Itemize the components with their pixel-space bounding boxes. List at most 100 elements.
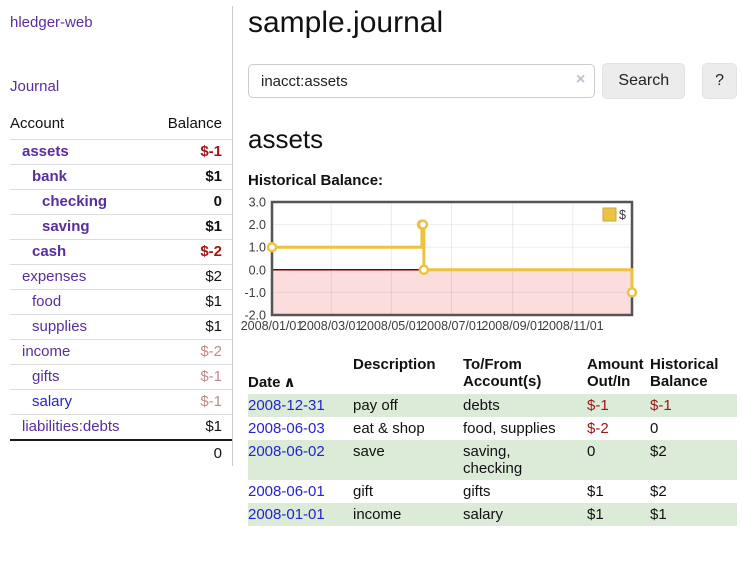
account-link-gifts[interactable]: gifts: [32, 368, 60, 385]
cell-description: income: [353, 506, 402, 523]
register-rows: 2008-12-31 pay off debts $-1 $-1 2008-06-03 ea…: [248, 394, 737, 526]
clear-search-icon[interactable]: ×: [576, 71, 586, 88]
search-box: ×: [248, 64, 596, 98]
account-row: saving $1: [10, 214, 232, 239]
x-tick-label: 2008/11/01: [542, 319, 604, 333]
register-row: 2008-06-02 save saving, checking 0 $2: [248, 440, 737, 480]
y-tick-label: -1.0: [244, 286, 266, 300]
register-header-description: Description: [353, 356, 436, 373]
account-link-income[interactable]: income: [22, 343, 71, 360]
transaction-date-link[interactable]: 2008-06-02: [248, 443, 325, 460]
plot-border: [270, 200, 634, 317]
account-link-cash[interactable]: cash: [32, 243, 67, 260]
account-balance: $1: [205, 318, 222, 335]
account-link-assets[interactable]: assets: [22, 143, 69, 160]
cell-date: 2008-06-02: [248, 440, 345, 480]
account-link-supplies[interactable]: supplies: [32, 318, 88, 335]
account-balance: $1: [205, 293, 222, 310]
cell-balance: $2: [650, 443, 667, 460]
date-header-label: Date: [248, 374, 281, 391]
accounts-header-account: Account: [10, 115, 65, 132]
cell-balance: $-1: [650, 397, 672, 414]
account-link-liabilities-debts[interactable]: liabilities:debts: [22, 418, 120, 435]
cell-date: 2008-06-01: [248, 480, 345, 503]
search-button[interactable]: Search: [602, 63, 686, 99]
x-tick-label: 2008/05/01: [360, 319, 423, 333]
transaction-date-link[interactable]: 2008-01-01: [248, 506, 325, 523]
register-row: 2008-12-31 pay off debts $-1 $-1: [248, 394, 737, 417]
account-row: income $-2: [10, 339, 232, 364]
help-button[interactable]: ?: [702, 63, 737, 99]
cell-accounts: saving, checking: [463, 443, 523, 477]
chart-title: Historical Balance:: [248, 172, 384, 189]
sort-asc-icon: ∧: [283, 374, 296, 391]
legend-label: $: [619, 208, 626, 222]
account-row: cash $-2: [10, 239, 232, 264]
cell-balance: 0: [650, 420, 659, 437]
x-tick-label: 2008/01/01: [241, 319, 304, 333]
account-link-saving[interactable]: saving: [42, 218, 90, 235]
cell-date: 2008-12-31: [248, 394, 345, 417]
x-tick-label: 2008/09/01: [481, 319, 544, 333]
accounts-total-value: 0: [213, 445, 222, 462]
account-row: expenses $2: [10, 264, 232, 289]
negative-region: [272, 269, 632, 315]
account-balance: $2: [205, 268, 222, 285]
account-link-expenses[interactable]: expenses: [22, 268, 87, 285]
account-link-checking[interactable]: checking: [42, 193, 108, 210]
sidebar: hledger-web Journal Account Balance asse…: [0, 6, 233, 466]
cell-description: save: [353, 443, 385, 460]
register-table: Date ∧ Description To/From Account(s) Amo…: [248, 353, 737, 526]
cell-amount: $1: [587, 483, 604, 500]
y-tick-label: 0.0: [249, 263, 266, 277]
account-row: salary $-1: [10, 389, 232, 414]
page-title: sample.journal: [248, 6, 444, 39]
transaction-date-link[interactable]: 2008-12-31: [248, 397, 325, 414]
account-balance: $-2: [200, 243, 222, 260]
account-heading: assets: [248, 124, 324, 154]
account-link-bank[interactable]: bank: [32, 168, 68, 185]
account-row: gifts $-1: [10, 364, 232, 389]
data-point-marker: [266, 241, 278, 253]
cell-accounts: debts: [463, 397, 500, 414]
account-row: bank $1: [10, 164, 232, 189]
legend-swatch: [602, 207, 617, 222]
cell-accounts: salary: [463, 506, 504, 523]
account-balance: $1: [205, 168, 222, 185]
register-header-row: Date ∧ Description To/From Account(s) Amo…: [248, 353, 737, 394]
y-tick-label: 3.0: [249, 196, 266, 210]
data-point-marker: [417, 219, 429, 230]
account-balance: $-2: [200, 343, 222, 360]
y-tick-label: -2.0: [244, 309, 266, 323]
transaction-date-link[interactable]: 2008-06-01: [248, 483, 325, 500]
y-tick-label: 2.0: [249, 218, 266, 232]
balance-chart: 3.0 2.0 1.0 0.0 -1.0 -2.02008/01/012008/03/01…: [241, 196, 638, 333]
account-link-salary[interactable]: salary: [32, 393, 73, 410]
cell-balance: $1: [650, 506, 667, 523]
cell-description: eat & shop: [353, 420, 425, 437]
sort-by-date-link[interactable]: Date ∧: [248, 374, 296, 391]
account-balance: $-1: [200, 368, 222, 385]
account-balance: 0: [213, 193, 222, 210]
x-tick-label: 2008/07/01: [420, 319, 483, 333]
nav-journal-link[interactable]: Journal: [10, 78, 60, 95]
account-row: supplies $1: [10, 314, 232, 339]
account-row: assets $-1: [10, 139, 232, 164]
cell-accounts: food, supplies: [463, 420, 556, 437]
register-header-balance: Historical Balance: [650, 356, 719, 390]
account-row: checking 0: [10, 189, 232, 214]
app-title-link[interactable]: hledger-web: [10, 14, 93, 31]
account-balance: $-1: [200, 143, 222, 160]
account-link-food[interactable]: food: [32, 293, 62, 310]
register-header-date: Date ∧: [248, 353, 345, 394]
cell-amount: 0: [587, 443, 596, 460]
search-input[interactable]: [248, 64, 596, 98]
cell-description: gift: [353, 483, 374, 500]
data-point-marker: [626, 287, 638, 298]
cell-date: 2008-01-01: [248, 503, 345, 526]
register-row: 2008-01-01 income salary $1 $1: [248, 503, 737, 526]
transaction-date-link[interactable]: 2008-06-03: [248, 420, 325, 437]
search-bar: × Search ?: [248, 63, 737, 99]
y-tick-label: 1.0: [249, 241, 266, 255]
data-point-marker: [418, 264, 430, 276]
